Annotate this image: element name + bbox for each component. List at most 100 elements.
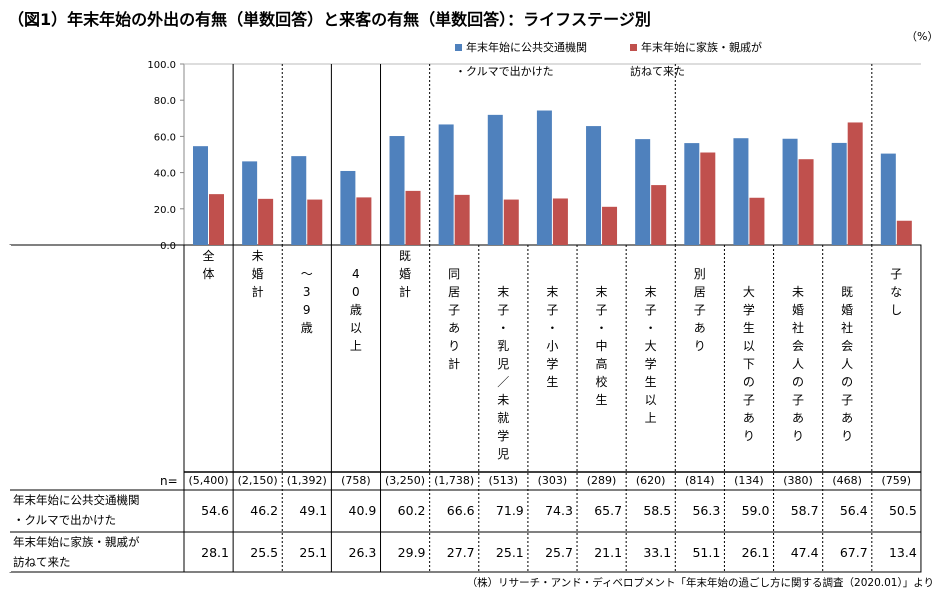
bar-outing <box>635 139 651 245</box>
category-label: 全 体 <box>202 249 215 281</box>
n-value: (814) <box>685 474 715 487</box>
bar-outing <box>193 146 208 245</box>
bar-outing <box>389 136 405 245</box>
chart-title: （図1）年末年始の外出の有無（単数回答）と来客の有無（単数回答）：ライフステージ… <box>8 10 651 29</box>
bar-visitors <box>258 198 274 245</box>
category-label: 4 0 歳 以 上 <box>349 267 362 353</box>
data-label: 21.1 <box>594 545 623 560</box>
legend-swatch <box>630 44 637 51</box>
bar-visitors <box>405 190 421 245</box>
n-value: (289) <box>586 474 617 487</box>
bar-visitors <box>307 199 323 245</box>
category-label: 末 子 ・ 小 学 生 <box>546 285 559 389</box>
data-label: 58.7 <box>790 503 819 518</box>
n-value: (303) <box>537 474 568 487</box>
category-label: ～ 3 9 歳 <box>300 267 313 335</box>
unit-label: （%） <box>906 30 939 43</box>
y-tick-label: 80.0 <box>154 96 176 107</box>
data-label: 65.7 <box>594 503 623 518</box>
n-value: (1,392) <box>286 474 327 487</box>
category-label: 未 婚 社 会 人 の 子 あ り <box>792 285 805 443</box>
data-label: 26.1 <box>741 545 770 560</box>
data-label: 40.9 <box>348 503 377 518</box>
data-label: 54.6 <box>201 503 229 518</box>
n-value: (468) <box>832 474 862 487</box>
bar-visitors <box>847 122 863 245</box>
data-label: 49.1 <box>299 503 328 518</box>
bar-outing <box>536 110 552 245</box>
legend-swatch <box>455 44 462 51</box>
legend-item-visitors: 年末年始に家族・親戚が訪ねて来た <box>630 36 762 84</box>
bar-visitors <box>454 194 470 245</box>
source-note: （株）リサーチ・アンド・ディベロプメント「年末年始の過ごし方に関する調査（202… <box>466 577 934 589</box>
y-tick-label: 0.0 <box>160 241 176 252</box>
y-tick-label: 60.0 <box>154 132 176 143</box>
data-label: 51.1 <box>692 545 721 560</box>
legend-label: 年末年始に公共交通機関 <box>466 41 587 54</box>
n-value: (380) <box>783 474 813 487</box>
data-label: 29.9 <box>397 545 426 560</box>
category-label: 未 婚 計 <box>251 249 264 299</box>
bar-visitors <box>209 194 224 245</box>
bar-outing <box>487 114 503 246</box>
bar-visitors <box>602 206 618 245</box>
data-label: 33.1 <box>643 545 672 560</box>
bar-outing <box>291 156 307 245</box>
row-label-outing: 年末年始に公共交通機関 ・クルマで出かけた <box>13 493 140 527</box>
n-value: (620) <box>635 474 666 487</box>
bar-visitors <box>503 199 519 245</box>
data-label: 66.6 <box>446 503 475 518</box>
n-value: (134) <box>734 474 764 487</box>
category-label: 既 婚 計 <box>399 249 412 299</box>
category-label: 末 子 ・ 中 高 校 生 <box>595 285 608 407</box>
n-value: (758) <box>341 474 371 487</box>
legend-label: 年末年始に家族・親戚が <box>641 41 762 54</box>
legend-label: ・クルマで出かけた <box>455 65 554 78</box>
n-value: (2,150) <box>237 474 278 487</box>
bar-visitors <box>798 159 814 245</box>
y-tick-label: 20.0 <box>154 205 176 216</box>
bar-visitors <box>700 152 716 245</box>
n-value: (1,738) <box>434 474 475 487</box>
data-label: 59.0 <box>741 503 770 518</box>
bar-outing <box>242 161 258 245</box>
category-label: 同 居 子 あ り 計 <box>448 267 461 371</box>
bar-outing <box>831 142 847 245</box>
data-label: 67.7 <box>839 545 868 560</box>
data-label: 46.2 <box>250 503 279 518</box>
category-label: 大 学 生 以 下 の 子 あ り <box>742 285 755 443</box>
y-tick-label: 40.0 <box>154 169 176 180</box>
n-value: (3,250) <box>384 474 426 487</box>
bar-visitors <box>356 197 372 245</box>
data-label: 74.3 <box>545 503 573 518</box>
bar-visitors <box>749 197 765 245</box>
data-label: 60.2 <box>397 503 426 518</box>
n-value: (5,400) <box>188 474 229 487</box>
data-label: 28.1 <box>201 545 229 560</box>
data-label: 50.5 <box>888 503 917 518</box>
bar-visitors <box>552 198 568 245</box>
bar-outing <box>438 124 454 245</box>
n-label: n= <box>160 474 178 488</box>
data-label: 13.4 <box>888 545 917 560</box>
data-label: 56.4 <box>839 503 868 518</box>
bar-outing <box>782 138 798 245</box>
data-label: 26.3 <box>348 545 377 560</box>
legend-label: 訪ねて来た <box>630 65 685 78</box>
category-label: 末 子 ・ 大 学 生 以 上 <box>644 285 657 425</box>
data-label: 56.3 <box>692 503 721 518</box>
data-label: 25.1 <box>299 545 328 560</box>
category-label: 子 な し <box>890 267 903 317</box>
legend-item-outing: 年末年始に公共交通機関・クルマで出かけた <box>455 36 587 84</box>
category-label: 末 子 ・ 乳 児 ／ 未 就 学 児 <box>497 285 510 461</box>
row-label-visitors: 年末年始に家族・親戚が 訪ねて来た <box>13 535 140 569</box>
n-value: (513) <box>488 474 519 487</box>
bar-outing <box>880 153 896 245</box>
data-label: 25.7 <box>545 545 573 560</box>
data-label: 58.5 <box>643 503 672 518</box>
y-tick-label: 100.0 <box>147 60 176 71</box>
bar-outing <box>733 138 749 245</box>
n-value: (759) <box>881 474 912 487</box>
